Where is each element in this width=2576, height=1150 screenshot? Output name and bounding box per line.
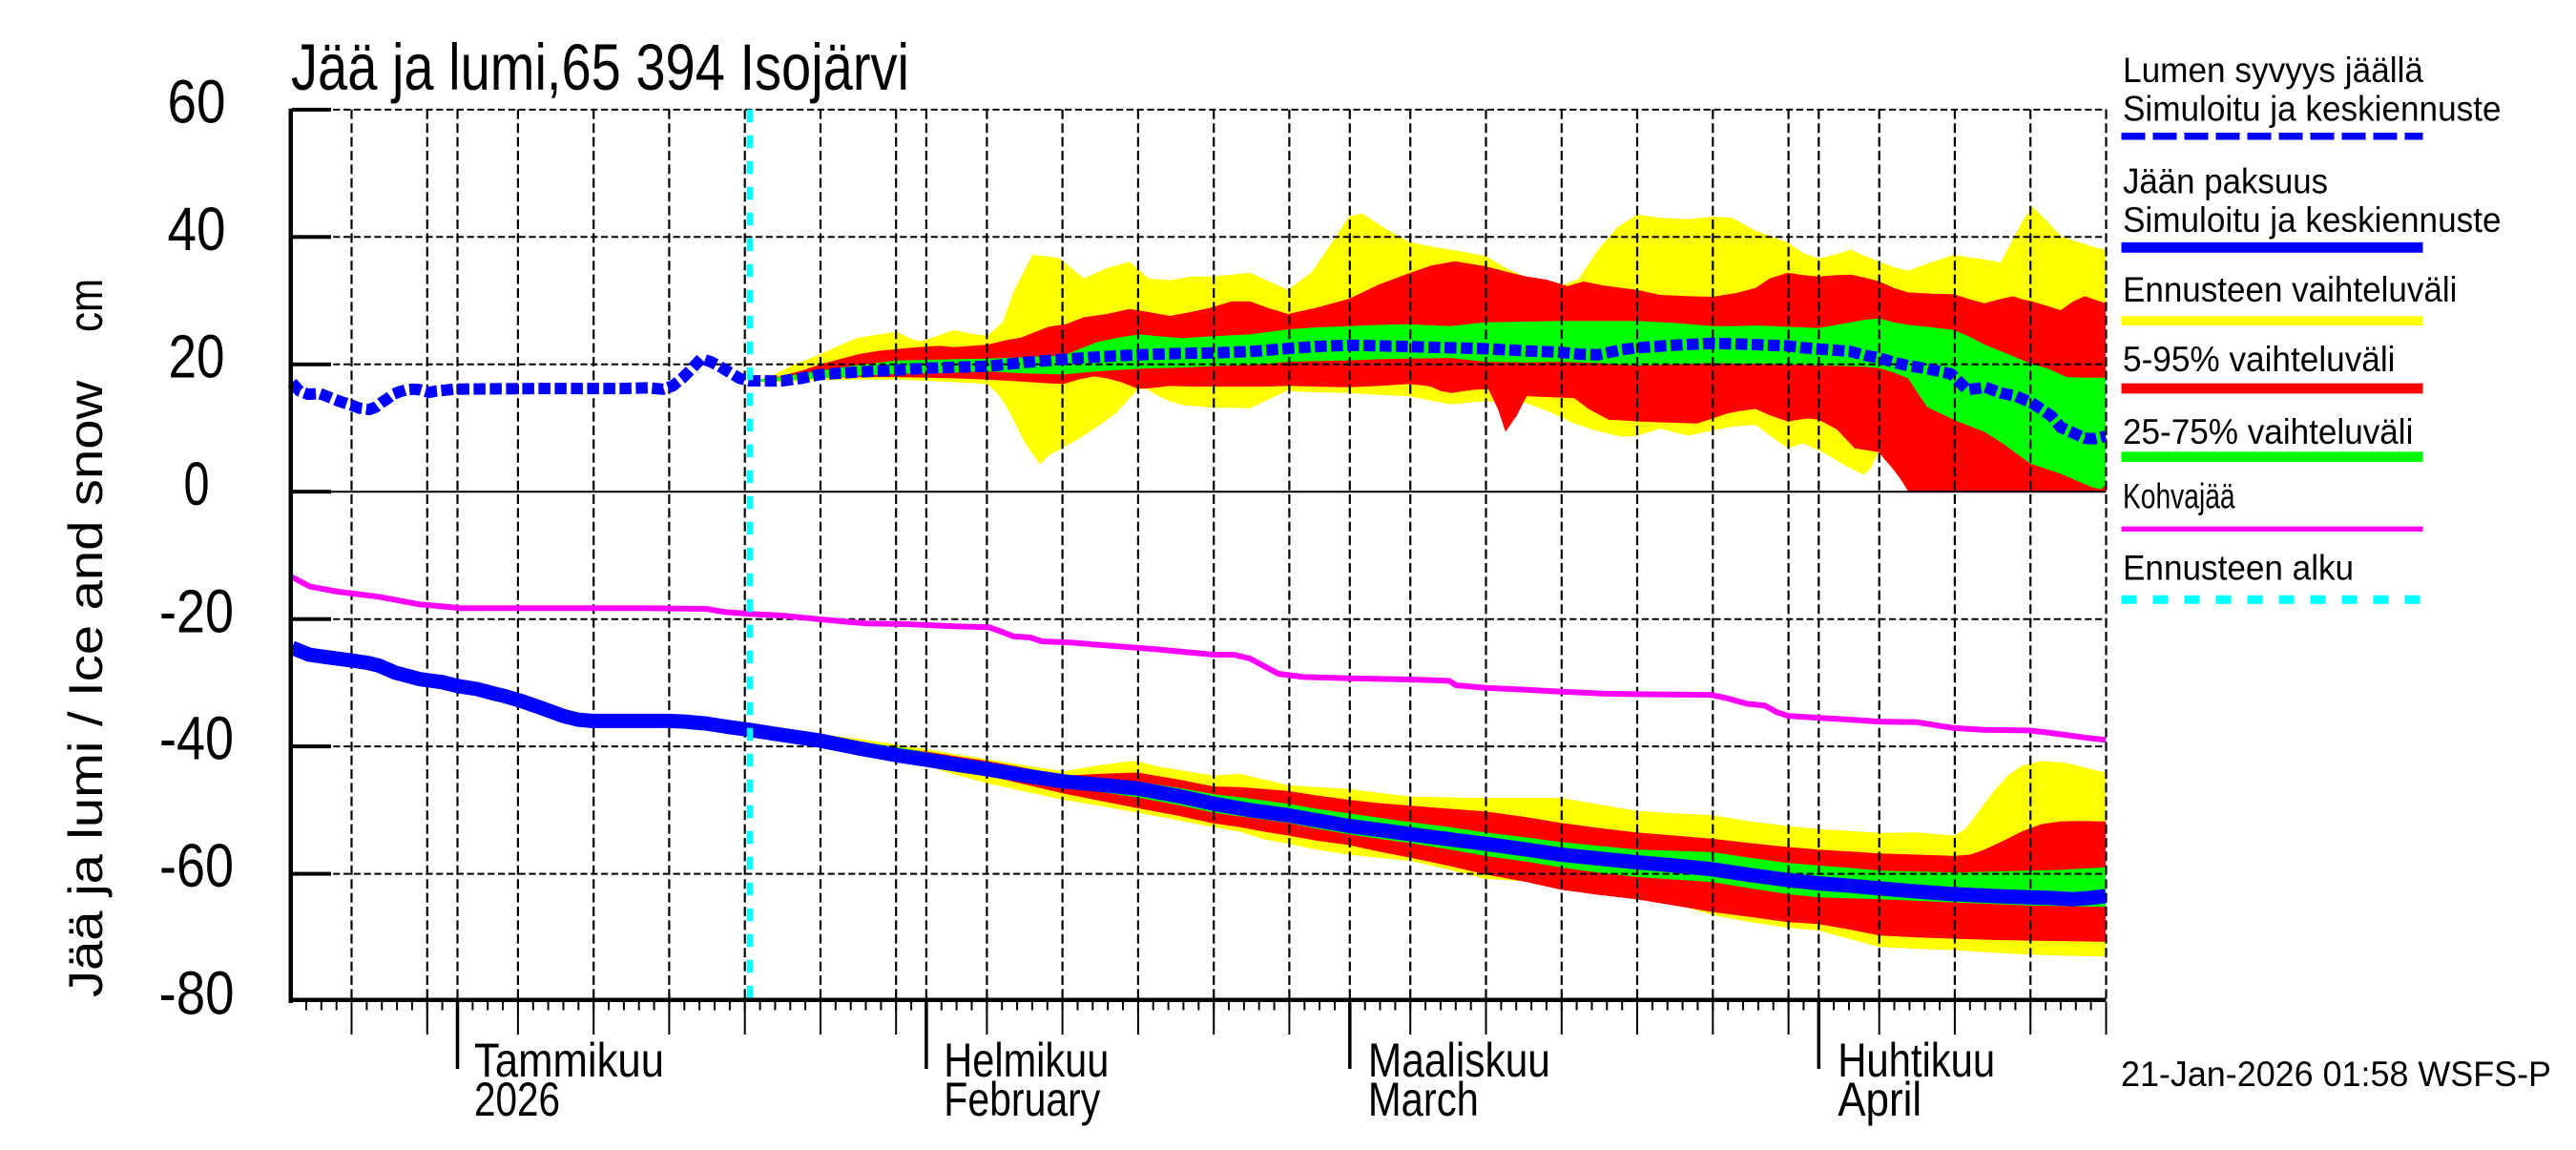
svg-text:Helmikuu: Helmikuu — [944, 1034, 1109, 1087]
svg-text:cm: cm — [59, 279, 113, 332]
svg-text:-60: -60 — [159, 831, 234, 900]
svg-text:Huhtikuu: Huhtikuu — [1838, 1034, 1995, 1087]
svg-text:Kohvajää: Kohvajää — [2123, 477, 2235, 516]
svg-text:-40: -40 — [159, 704, 234, 773]
svg-text:Tammikuu: Tammikuu — [474, 1034, 664, 1087]
svg-text:0: 0 — [184, 450, 210, 518]
svg-text:25-75% vaihteluväli: 25-75% vaihteluväli — [2123, 412, 2413, 451]
svg-text:60: 60 — [168, 67, 226, 136]
svg-text:20: 20 — [169, 322, 225, 390]
svg-text:Ennusteen alku: Ennusteen alku — [2123, 548, 2354, 587]
svg-text:Simuloitu ja keskiennuste: Simuloitu ja keskiennuste — [2123, 200, 2502, 240]
svg-text:Maaliskuu: Maaliskuu — [1368, 1034, 1550, 1087]
svg-text:Jään paksuus: Jään paksuus — [2123, 161, 2328, 200]
svg-text:March: March — [1368, 1073, 1479, 1126]
svg-text:-20: -20 — [159, 576, 234, 645]
svg-text:5-95% vaihteluväli: 5-95% vaihteluväli — [2123, 340, 2396, 379]
svg-text:April: April — [1838, 1073, 1922, 1126]
svg-text:February: February — [944, 1073, 1100, 1126]
svg-text:Lumen syvyys jäällä: Lumen syvyys jäällä — [2123, 51, 2423, 90]
svg-text:Simuloitu ja keskiennuste: Simuloitu ja keskiennuste — [2123, 90, 2502, 129]
svg-text:Jää ja lumi / Ice and snow: Jää ja lumi / Ice and snow — [59, 380, 113, 997]
svg-text:2026: 2026 — [474, 1073, 560, 1126]
svg-text:40: 40 — [168, 195, 226, 263]
svg-text:-80: -80 — [159, 959, 235, 1028]
svg-text:Jää ja lumi,65 394 Isojärvi: Jää ja lumi,65 394 Isojärvi — [291, 31, 909, 104]
svg-text:21-Jan-2026 01:58 WSFS-P: 21-Jan-2026 01:58 WSFS-P — [2121, 1055, 2551, 1094]
svg-text:Ennusteen vaihteluväli: Ennusteen vaihteluväli — [2123, 270, 2457, 309]
